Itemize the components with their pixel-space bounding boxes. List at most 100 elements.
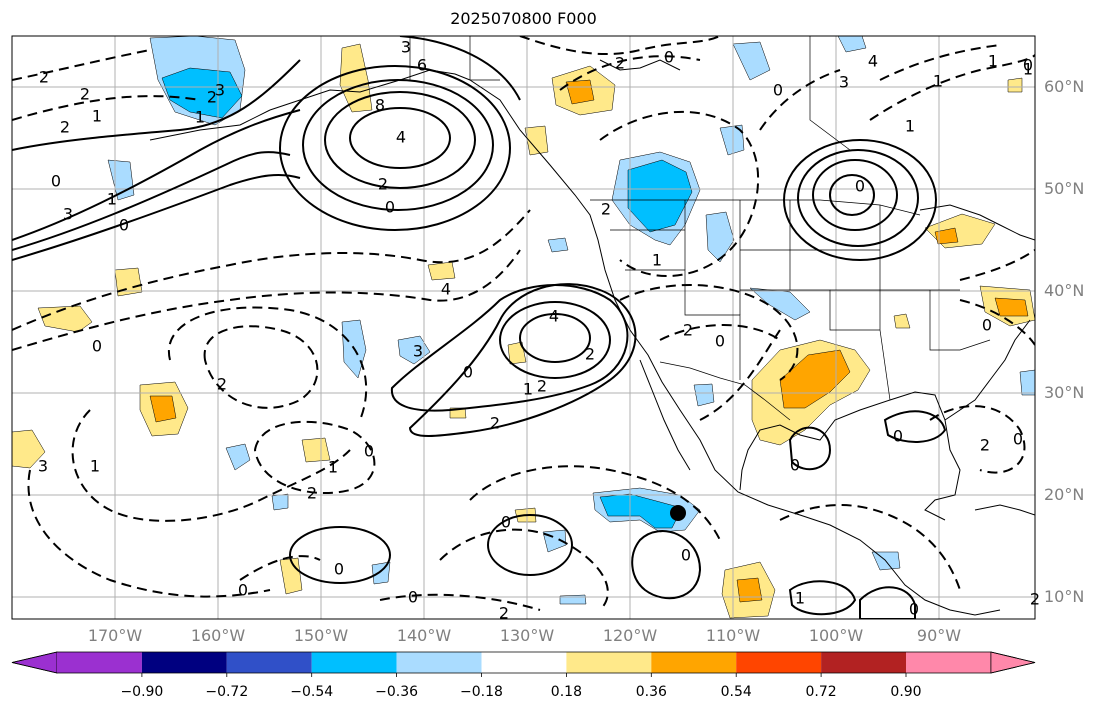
contour-label: 1 [988,52,998,71]
contour-label: 2 [80,85,90,104]
longitude-label: 100°W [808,626,864,645]
colorbar [11,651,1036,677]
longitude-label: 110°W [705,626,761,645]
latitude-label: 10°N [1044,587,1085,606]
shade-region [271,493,289,511]
contour-label: 2 [39,68,49,87]
contour-label: 2 [60,118,70,137]
contour-label: 0 [909,600,919,619]
shade-region [732,41,771,81]
shade-region [114,267,143,297]
contour-label: 0 [119,216,129,235]
contour-label: 2 [980,436,990,455]
contour-label: 0 [773,81,783,100]
longitude-label: 90°W [916,626,962,645]
shade-region [565,79,595,105]
colorbar-outline [11,651,1036,674]
contour-label: 0 [238,581,248,600]
contour-label: 0 [501,513,511,532]
contour-label: 0 [982,316,992,335]
colorbar-label: 0.36 [635,684,667,700]
contour-label: 3 [38,457,48,476]
contour-label: 0 [51,172,61,191]
shade-region [12,429,46,469]
contour-label: 3 [215,81,225,100]
shade-region [225,443,251,471]
location-marker [670,505,686,521]
shade-region [547,237,569,253]
contour-label: 2 [490,414,500,433]
contour-label: 2 [615,54,625,73]
contour-label: 1 [652,251,662,270]
contour-label: 2 [537,377,547,396]
colorbar-label: −0.36 [375,684,419,700]
shade-region [736,577,763,603]
contour-label: 8 [375,96,385,115]
shade-region [1007,77,1023,93]
shade-region [599,493,683,529]
contour-label: 1 [92,107,102,126]
shade-region [524,125,549,156]
shade-region [339,43,373,113]
contour-label: 0 [1023,56,1033,75]
latitude-label: 40°N [1044,281,1085,300]
latitude-label: 20°N [1044,485,1085,504]
contour-label: 2 [307,484,317,503]
contour-label: 4 [868,52,878,71]
contour-label: 2 [601,200,611,219]
contour-label: 2 [585,345,595,364]
longitude-label: 130°W [499,626,555,645]
contour-label: 4 [396,128,406,147]
contour-label: 0 [664,48,674,67]
shade-region [397,335,431,365]
map-frame [11,35,1036,620]
longitude-label: 170°W [87,626,143,645]
colorbar-swatch [57,652,142,673]
contour-label: 0 [1013,430,1023,449]
colorbar-swatch [481,652,567,673]
shade-region [837,36,867,53]
contour-label: 4 [441,280,451,299]
contour-label: 1 [1023,60,1033,79]
shade-region [994,297,1029,317]
colorbar-swatch [311,652,397,673]
shade-region [301,437,331,463]
contour-label: 6 [417,56,427,75]
contour-label: 1 [90,457,100,476]
contour-label: 3 [413,342,423,361]
contour-label-layer: 2368420210321012341022432200212000200101… [38,38,1040,623]
shade-region [627,159,693,233]
contour-label: 2 [683,321,693,340]
colorbar-label: 0.90 [890,684,922,700]
shade-region [693,383,715,407]
contour-label: 0 [364,442,374,461]
colorbar-swatch [821,652,906,673]
shade-region [507,341,527,365]
contour-label: 1 [107,190,117,209]
contour-label: 2 [378,175,388,194]
colorbar-swatch [226,652,312,673]
shade-region [559,594,587,605]
colorbar-swatch [396,652,482,673]
shade-region [1019,369,1035,396]
contour-label: 0 [334,560,344,579]
colorbar-label: 0.54 [720,684,752,700]
contour-label: 0 [408,588,418,607]
contour-label: 1 [195,108,205,127]
contour-label: 1 [933,72,943,91]
contour-label: 1 [523,380,533,399]
colorbar-swatch [736,652,822,673]
latitude-label: 50°N [1044,179,1085,198]
colorbar-swatch [651,652,737,673]
contour-label: 3 [401,38,411,57]
colorbar-label: 0.72 [805,684,837,700]
colorbar-swatch [906,652,991,673]
contour-label: 0 [681,546,691,565]
shade-region [893,313,911,329]
contour-label: 0 [715,332,725,351]
colorbar-swatch [141,652,227,673]
shade-region [705,211,735,263]
contour-label: 0 [790,456,800,475]
shade-region [719,124,745,156]
